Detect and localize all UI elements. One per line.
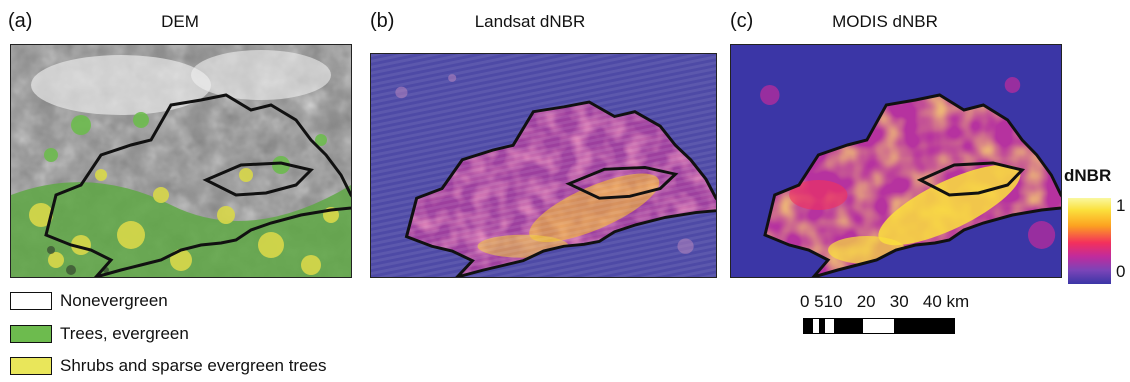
panel-a-title: DEM (161, 12, 199, 31)
panel-b-label: (b) (370, 10, 395, 32)
landsat-map (371, 54, 716, 277)
legend-swatch (10, 325, 52, 343)
legend-item-trees-evergreen: Trees, evergreen (10, 323, 189, 345)
legend-swatch (10, 292, 52, 310)
colorbar-max-label: 1 (1116, 196, 1126, 215)
legend-item-nonevergreen: Nonevergreen (10, 290, 168, 312)
legend-swatch (10, 357, 52, 375)
landsat-map-panel (370, 53, 717, 278)
dnbr-colorbar (1068, 198, 1111, 284)
colorbar-min-label: 0 (1116, 262, 1126, 281)
legend-label: Trees, evergreen (60, 324, 189, 343)
legend-item-shrubs: Shrubs and sparse evergreen trees (10, 355, 327, 377)
dem-map (11, 45, 351, 277)
legend-label: Nonevergreen (60, 291, 168, 310)
dem-map-panel (10, 44, 352, 278)
scale-bar (803, 318, 955, 334)
scale-bar-labels: 0 510 20 30 40 km (800, 292, 970, 311)
panel-c-label: (c) (730, 10, 754, 32)
panel-b-title: Landsat dNBR (474, 12, 586, 31)
modis-map-panel (730, 44, 1062, 278)
colorbar-title: dNBR (1064, 166, 1112, 185)
modis-map (731, 45, 1061, 277)
legend-label: Shrubs and sparse evergreen trees (60, 356, 327, 375)
panel-a-label: (a) (8, 10, 33, 32)
panel-c-title: MODIS dNBR (832, 12, 938, 31)
